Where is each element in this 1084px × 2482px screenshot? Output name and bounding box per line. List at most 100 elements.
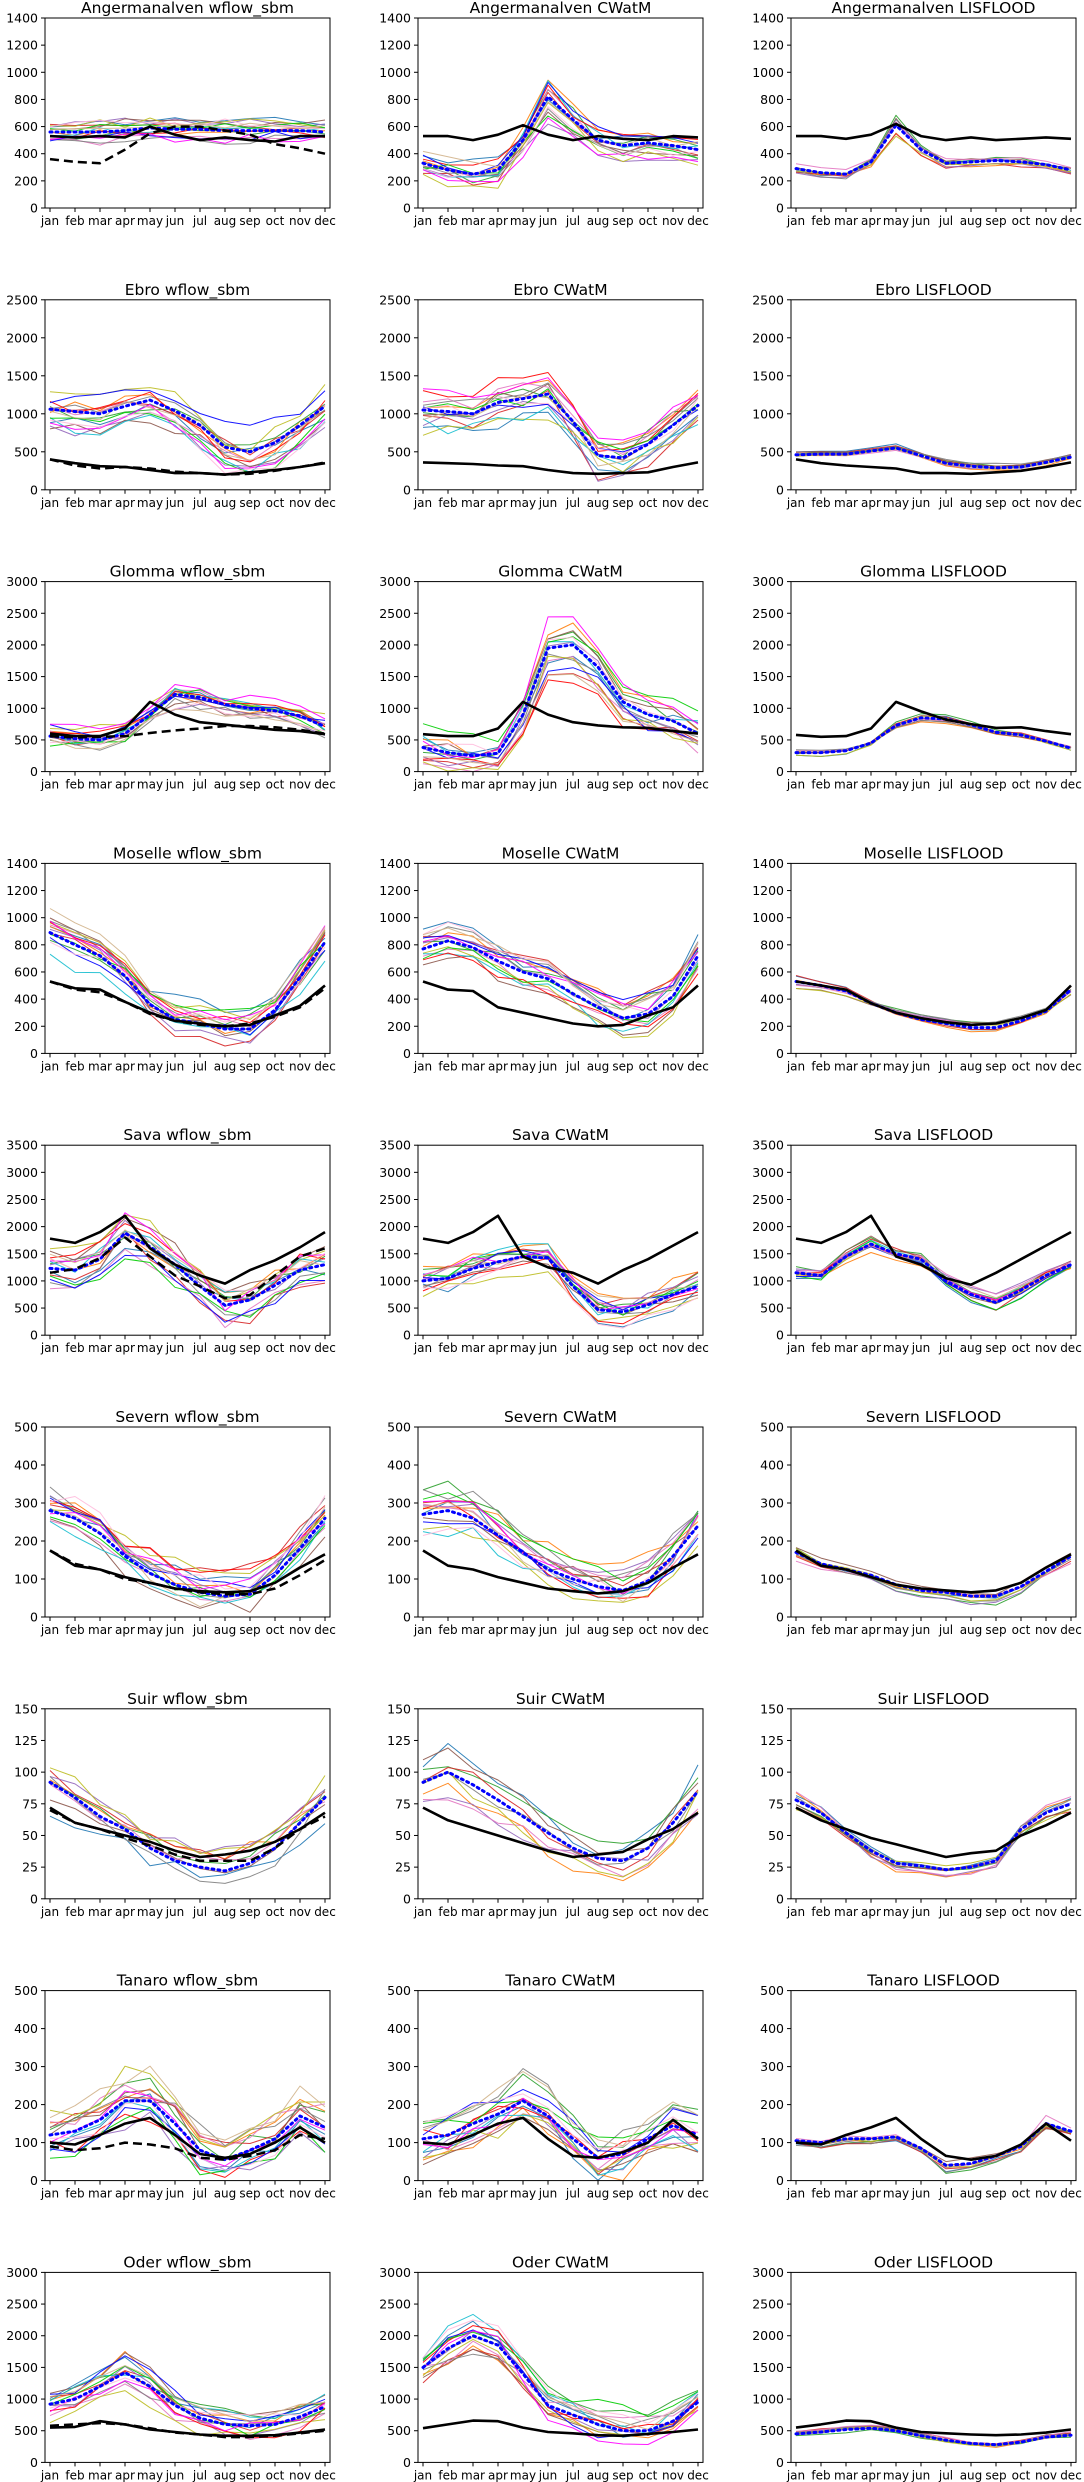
ensemble-member-line [795,118,1072,180]
y-tick-label: 1000 [379,1273,411,1288]
plot-frame [790,1426,1077,1618]
ensemble-member-line [422,1271,699,1322]
x-tick-label: mar [834,2468,858,2482]
series-group [421,1480,700,1603]
x-tick-label: may [510,1905,536,1919]
plot-frame [790,1990,1077,2182]
x-tick-label: aug [214,496,237,510]
y-tick-label: 1400 [6,11,38,26]
ensemble-member-line [422,2093,699,2150]
chart-panel: Sava wflow_sbm 0 500 1000 1500 2000 2500 3000 35… [6,1126,336,1355]
ensemble-member-line [49,953,326,1036]
x-tick-label: sep [612,1905,633,1919]
x-tick-label: mar [834,1341,858,1355]
x-tick-label: feb [65,2468,84,2482]
y-tick-label: 3000 [6,1165,38,1180]
chart-title: Ebro CWatM [513,281,607,299]
observed-line [49,980,326,1028]
y-tick-label: 3500 [6,1138,38,1153]
observed-line [49,2419,326,2438]
plot-frame [417,1990,704,2182]
x-tick-label: jul [192,2468,207,2482]
series-group [794,2114,1073,2174]
y-tick-label: 0 [776,1891,784,1906]
y-tick-label: 300 [760,1496,784,1511]
ensemble-member-line [795,2127,1072,2170]
ensemble-member-line [422,1517,699,1582]
ensemble-member-line [422,2330,699,2445]
ensemble-member-line [422,2329,699,2439]
series-group [421,2313,700,2445]
y-tick-label: 1400 [6,856,38,871]
y-tick-label: 1000 [379,65,411,80]
ensemble-member-line [422,655,699,754]
ensemble-member-line [422,99,699,164]
y-tick-label: 1500 [752,669,784,684]
series-group [794,1791,1073,1878]
x-tick-label: nov [289,2187,311,2201]
y-tick-label: 100 [760,1765,784,1780]
ensemble-mean-line [421,2099,700,2160]
ensemble-member-line [49,1486,326,1599]
y-tick-label: 1400 [379,856,411,871]
x-tick-label: may [883,1341,909,1355]
x-tick-label: aug [214,1905,237,1919]
x-tick-label: aug [214,1623,237,1637]
y-tick-label: 600 [14,964,38,979]
plot-frame [44,1990,331,2182]
x-tick-label: feb [438,778,457,792]
y-tick-label: 400 [387,2021,411,2036]
x-tick-label: oct [266,1341,285,1355]
x-tick-label: dec [687,1059,709,1073]
x-tick-label: dec [687,1341,709,1355]
x-tick-label: may [137,214,163,228]
x-tick-label: nov [662,1905,684,1919]
series-group [421,372,700,482]
y-tick-label: 500 [760,444,784,459]
x-tick-label: apr [861,778,881,792]
x-tick-label: jan [786,496,805,510]
ensemble-member-line [422,2325,699,2430]
y-tick-label: 400 [760,992,784,1007]
ensemble-member-line [422,2107,699,2181]
plot-frame [44,2271,331,2463]
x-tick-label: jun [538,1059,558,1073]
x-tick-label: dec [1060,214,1082,228]
x-tick-label: may [137,2468,163,2482]
chart-panel: Glomma LISFLOOD 0 500 1000 1500 2000 2500 3000 j… [752,563,1082,792]
x-tick-label: dec [687,778,709,792]
y-tick-label: 1000 [6,406,38,421]
y-tick-label: 0 [776,2455,784,2470]
reference-line [49,2133,326,2161]
x-tick-label: aug [960,778,983,792]
ensemble-member-line [422,2088,699,2153]
chart-panel: Tanaro LISFLOOD 0 100 200 300 400 500 jan feb mar… [760,1972,1082,2201]
ensemble-member-line [49,2365,326,2423]
ensemble-member-line [422,395,699,454]
y-tick-label: 2000 [6,1219,38,1234]
ensemble-member-line [422,401,699,482]
plot-frame [44,862,331,1054]
x-tick-label: aug [587,1059,610,1073]
y-tick-label: 500 [14,444,38,459]
x-tick-label: jan [786,214,805,228]
ensemble-member-line [422,2068,699,2153]
y-tick-label: 2000 [379,1219,411,1234]
x-tick-label: jun [538,496,558,510]
y-tick-label: 1000 [6,701,38,716]
x-tick-label: oct [266,496,285,510]
x-tick-label: sep [612,496,633,510]
chart-panel: Ebro wflow_sbm 0 500 1000 1500 2000 2500 jan feb… [6,281,336,510]
x-tick-label: sep [985,2468,1006,2482]
x-tick-label: mar [88,2187,112,2201]
y-tick-label: 2500 [379,1192,411,1207]
x-tick-label: jun [911,1059,931,1073]
series-group [421,79,700,189]
y-tick-label: 300 [760,2059,784,2074]
y-tick-label: 1000 [379,910,411,925]
chart-panel: Glomma CWatM 0 500 1000 1500 2000 2500 3000 jan f… [379,563,709,792]
y-tick-label: 1000 [752,910,784,925]
chart-title: Suir CWatM [516,1690,605,1708]
x-tick-label: jul [565,778,580,792]
